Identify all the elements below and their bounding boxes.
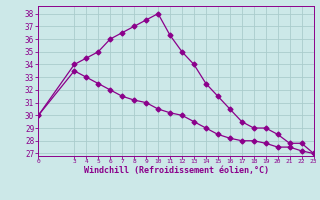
X-axis label: Windchill (Refroidissement éolien,°C): Windchill (Refroidissement éolien,°C) (84, 166, 268, 175)
